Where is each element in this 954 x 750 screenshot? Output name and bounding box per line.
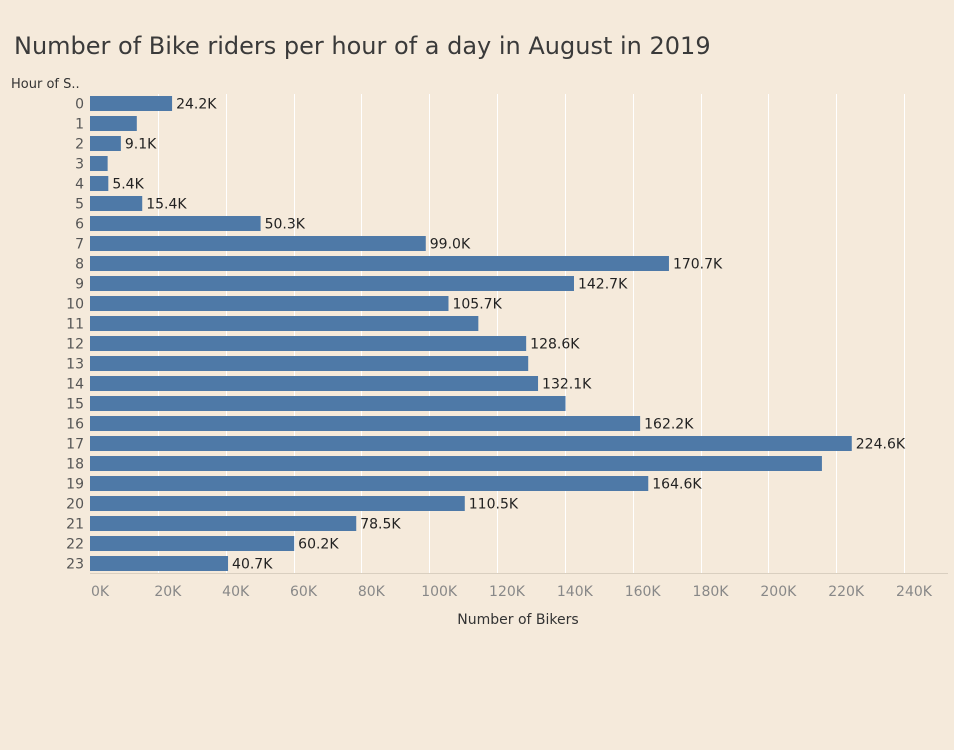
data-label-hour-21: 78.5K (360, 517, 401, 533)
data-label-hour-4: 5.4K (112, 177, 144, 193)
bar-hour-8 (90, 256, 669, 271)
category-label-6: 6 (75, 217, 84, 233)
bar-hour-13 (90, 356, 529, 371)
category-label-2: 2 (75, 137, 84, 153)
bar-hour-21 (90, 516, 357, 531)
category-label-8: 8 (75, 257, 84, 273)
category-label-13: 13 (66, 357, 84, 373)
bar-hour-5 (90, 196, 143, 211)
x-tick-20K: 20K (154, 584, 182, 600)
x-tick-0K: 0K (91, 584, 110, 600)
category-label-20: 20 (66, 497, 84, 513)
bar-hour-16 (90, 416, 641, 431)
bar-hour-7 (90, 236, 426, 251)
bar-hour-2 (90, 136, 121, 151)
category-label-19: 19 (66, 477, 84, 493)
data-label-hour-2: 9.1K (125, 137, 157, 153)
bar-hour-0 (90, 96, 173, 111)
data-label-hour-6: 50.3K (265, 217, 306, 233)
category-label-14: 14 (66, 377, 84, 393)
bar-hour-19 (90, 476, 649, 491)
x-axis-title: Number of Bikers (457, 612, 578, 628)
bar-hour-3 (90, 156, 108, 171)
x-tick-240K: 240K (896, 584, 933, 600)
category-label-0: 0 (75, 97, 84, 113)
chart-title: Number of Bike riders per hour of a day … (14, 32, 711, 60)
category-label-10: 10 (66, 297, 84, 313)
bar-hour-23 (90, 556, 229, 571)
category-label-4: 4 (75, 177, 84, 193)
x-tick-100K: 100K (421, 584, 458, 600)
category-label-11: 11 (66, 317, 84, 333)
bar-hour-22 (90, 536, 295, 551)
x-tick-200K: 200K (760, 584, 797, 600)
category-label-5: 5 (75, 197, 84, 213)
bar-hour-18 (90, 456, 822, 471)
x-tick-160K: 160K (625, 584, 662, 600)
category-label-7: 7 (75, 237, 84, 253)
data-label-hour-20: 110.5K (469, 497, 519, 513)
bar-hour-20 (90, 496, 465, 511)
data-label-hour-0: 24.2K (176, 97, 217, 113)
category-label-9: 9 (75, 277, 84, 293)
category-label-23: 23 (66, 557, 84, 573)
data-label-hour-8: 170.7K (673, 257, 723, 273)
data-label-hour-23: 40.7K (232, 557, 273, 573)
data-label-hour-10: 105.7K (452, 297, 502, 313)
category-label-1: 1 (75, 117, 84, 133)
category-label-17: 17 (66, 437, 84, 453)
x-axis-ticks: 0K 20K 40K 60K 80K 100K 120K 140K 160K 180K 200K 22… (91, 584, 933, 600)
category-label-12: 12 (66, 337, 84, 353)
x-tick-40K: 40K (222, 584, 250, 600)
bar-hour-4 (90, 176, 109, 191)
bar-hour-10 (90, 296, 449, 311)
x-tick-220K: 220K (828, 584, 865, 600)
bar-hour-9 (90, 276, 574, 291)
data-label-hour-9: 142.7K (578, 277, 628, 293)
bar-hour-14 (90, 376, 539, 391)
bar-hour-6 (90, 216, 261, 231)
x-tick-120K: 120K (489, 584, 526, 600)
category-label-18: 18 (66, 457, 84, 473)
category-label-22: 22 (66, 537, 84, 553)
bars (90, 96, 852, 571)
bar-hour-15 (90, 396, 566, 411)
data-label-hour-5: 15.4K (146, 197, 187, 213)
category-label-15: 15 (66, 397, 84, 413)
category-label-16: 16 (66, 417, 84, 433)
data-label-hour-17: 224.6K (856, 437, 906, 453)
bar-hour-12 (90, 336, 527, 351)
data-label-hour-22: 60.2K (298, 537, 339, 553)
x-tick-180K: 180K (693, 584, 730, 600)
x-tick-60K: 60K (290, 584, 318, 600)
bar-hour-17 (90, 436, 852, 451)
bar-hour-11 (90, 316, 479, 331)
category-label-21: 21 (66, 517, 84, 533)
x-tick-140K: 140K (557, 584, 594, 600)
gridlines (90, 94, 948, 574)
data-label-hour-14: 132.1K (542, 377, 592, 393)
x-tick-80K: 80K (358, 584, 386, 600)
data-label-hour-19: 164.6K (652, 477, 702, 493)
y-axis-field-label: Hour of S.. (11, 77, 80, 92)
data-label-hour-12: 128.6K (530, 337, 580, 353)
category-label-3: 3 (75, 157, 84, 173)
data-label-hour-7: 99.0K (430, 237, 471, 253)
data-label-hour-16: 162.2K (644, 417, 694, 433)
bar-hour-1 (90, 116, 137, 131)
